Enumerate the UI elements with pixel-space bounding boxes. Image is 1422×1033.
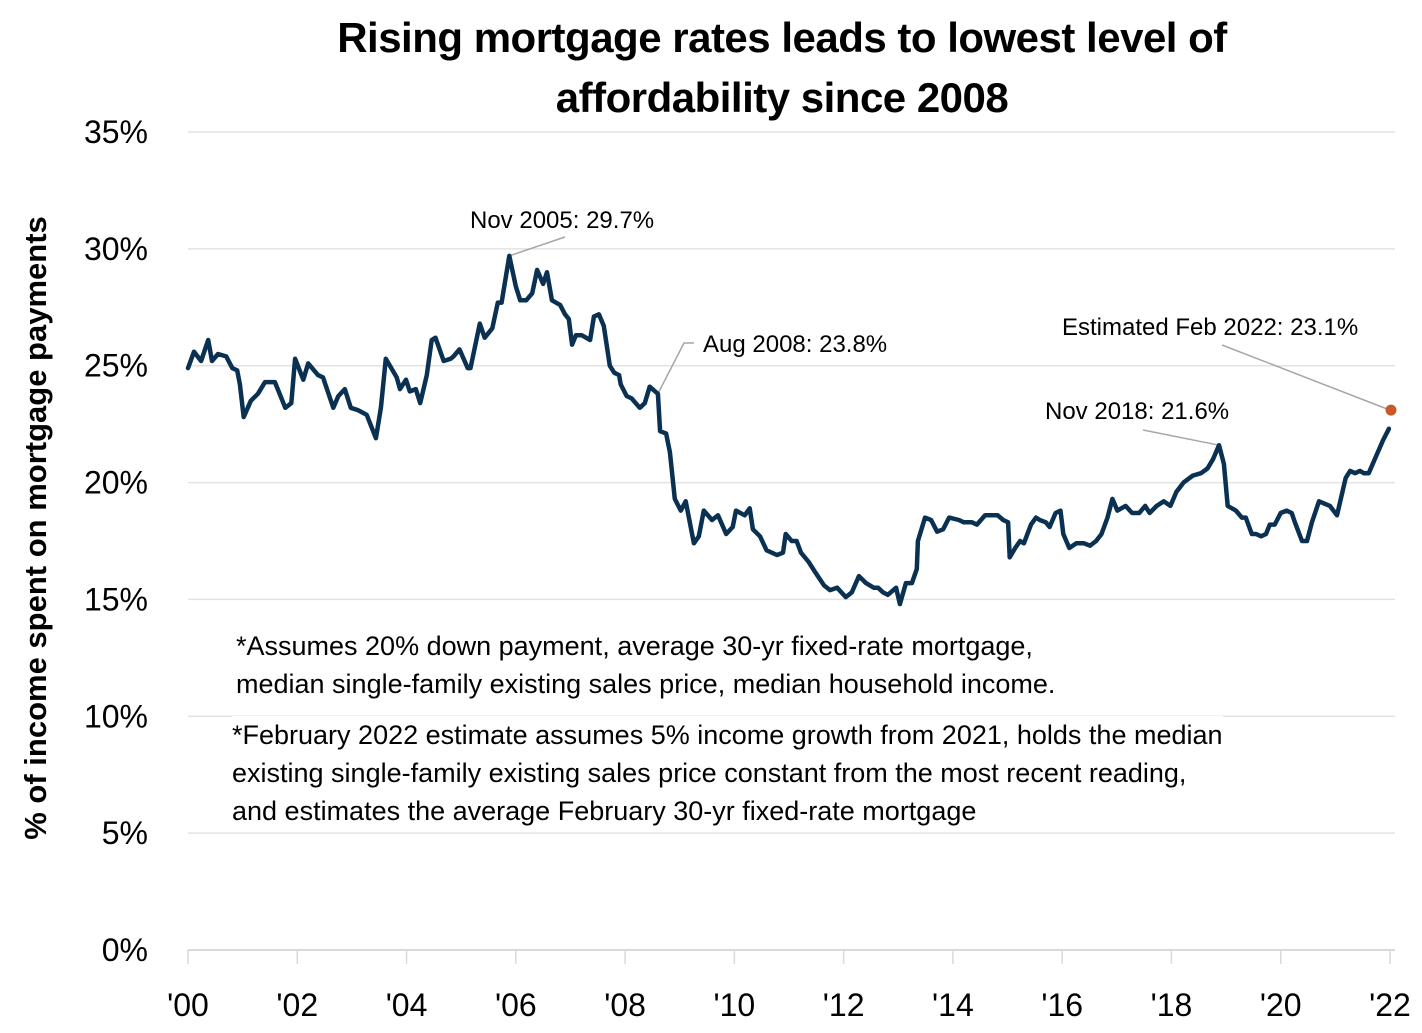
- annotation-label: Nov 2018: 21.6%: [1045, 398, 1229, 425]
- chart-title-line-2: affordability since 2008: [555, 74, 1009, 121]
- x-tick-label: '16: [1041, 987, 1083, 1023]
- annotation-label: Nov 2005: 29.7%: [470, 207, 654, 234]
- series-group: [185, 253, 1397, 607]
- note-estimate-line-1: *February 2022 estimate assumes 5% incom…: [232, 720, 1223, 750]
- annotation-label: Estimated Feb 2022: 23.1%: [1062, 314, 1358, 341]
- y-tick-label: 0%: [102, 932, 148, 968]
- note-estimate: *February 2022 estimate assumes 5% incom…: [232, 716, 1223, 830]
- x-axis: '00 '02 '04 '06 '08 '10 '12 '14 '16 '18 '20 '22: [167, 950, 1411, 1023]
- note-estimate-line-3: and estimates the average February 30-yr…: [232, 796, 977, 826]
- x-tick-label: '00: [167, 987, 209, 1023]
- annotation-leaders: [509, 236, 1391, 446]
- note-assumptions-line-1: *Assumes 20% down payment, average 30-yr…: [236, 631, 1033, 661]
- y-tick-label: 30%: [84, 231, 148, 267]
- y-tick-label: 20%: [84, 465, 148, 501]
- note-assumptions-line-2: median single-family existing sales pric…: [236, 669, 1056, 699]
- note-assumptions: *Assumes 20% down payment, average 30-yr…: [236, 627, 1056, 703]
- y-tick-label: 5%: [102, 815, 148, 851]
- y-axis-label: % of income spent on mortgage payments: [18, 216, 53, 840]
- annotation-leader-line: [1142, 429, 1220, 446]
- note-estimate-line-2: existing single-family existing sales pr…: [232, 758, 1187, 788]
- x-tick-label: '08: [604, 987, 646, 1023]
- x-tick-label: '10: [714, 987, 756, 1023]
- chart-title-line-1: Rising mortgage rates leads to lowest le…: [337, 14, 1227, 61]
- x-tick-label: '06: [495, 987, 537, 1023]
- x-tick-label: '02: [276, 987, 318, 1023]
- annotation-label: Aug 2008: 23.8%: [703, 331, 887, 358]
- y-tick-label: 15%: [84, 581, 148, 617]
- estimate-point-marker: [1385, 404, 1397, 416]
- x-tick-label: '12: [823, 987, 865, 1023]
- annotation-leader-line: [509, 236, 566, 257]
- x-tick-label: '20: [1260, 987, 1302, 1023]
- series-line: [185, 253, 1392, 607]
- y-tick-label: 25%: [84, 348, 148, 384]
- x-tick-label: '04: [386, 987, 428, 1023]
- y-axis: 0% 5% 10% 15% 20% 25% 30% 35%: [84, 114, 148, 968]
- annotation-leader-line: [657, 342, 694, 395]
- x-tick-label: '22: [1369, 987, 1411, 1023]
- y-tick-label: 35%: [84, 114, 148, 150]
- y-tick-label: 10%: [84, 698, 148, 734]
- annotations: Nov 2005: 29.7% Aug 2008: 23.8% Nov 2018: …: [470, 207, 1358, 425]
- x-tick-label: '18: [1151, 987, 1193, 1023]
- annotation-leader-line: [1221, 344, 1391, 411]
- x-tick-label: '14: [932, 987, 974, 1023]
- chart-title: Rising mortgage rates leads to lowest le…: [0, 8, 1422, 128]
